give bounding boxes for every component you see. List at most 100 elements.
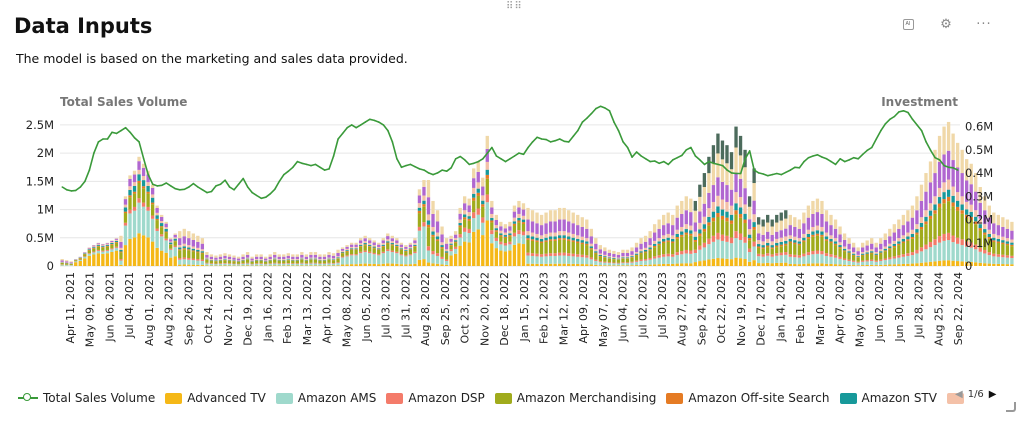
investment-bar-segment (874, 242, 878, 248)
investment-bar-segment (137, 202, 141, 234)
gear-icon: ⚙ (940, 16, 952, 32)
investment-bar-segment (313, 262, 318, 264)
investment-bar-segment (933, 261, 937, 266)
investment-bar-segment (173, 237, 177, 239)
legend-item[interactable]: Advanced TV (165, 391, 266, 405)
investment-bar-segment (666, 240, 670, 242)
investment-bar-segment (87, 253, 91, 254)
investment-bar-segment (422, 186, 426, 196)
investment-bar-segment (485, 174, 489, 179)
investment-bar-segment (811, 263, 815, 266)
investment-bar-segment (725, 221, 729, 236)
investment-bar-segment (503, 228, 508, 233)
legend-item[interactable]: Amazon STV (839, 391, 937, 405)
sales-point (730, 172, 733, 174)
investment-bar-segment (693, 262, 697, 266)
triangle-right-icon[interactable]: ▶ (988, 389, 997, 400)
investment-bar-segment (815, 253, 820, 264)
legend-item[interactable]: Total Sales Volume (18, 391, 155, 405)
investment-bar-segment (83, 252, 87, 253)
investment-bar-segment (707, 222, 711, 226)
investment-bar-segment (200, 238, 205, 244)
investment-bar-segment (761, 256, 765, 264)
investment-bar-segment (548, 221, 553, 233)
investment-bar-segment (435, 239, 440, 241)
investment-bar-segment (784, 236, 788, 241)
line-marker-icon (18, 392, 38, 404)
legend-item[interactable]: Amazon DSP (386, 391, 485, 405)
investment-bar-segment (404, 255, 408, 257)
investment-bar-segment (662, 242, 666, 255)
investment-bar-segment (829, 225, 833, 236)
investment-bar-segment (327, 265, 331, 266)
investment-bar-segment (336, 257, 340, 259)
sales-point (599, 105, 602, 108)
investment-bar-segment (381, 240, 385, 244)
drag-handle-icon[interactable]: ⠿⠿ (506, 1, 523, 12)
investment-bar-segment (978, 228, 982, 231)
investment-bar-segment (553, 221, 557, 233)
investment-bar-segment (146, 210, 150, 238)
investment-bar-segment (78, 259, 82, 261)
investment-bar-segment (295, 263, 299, 264)
investment-bar-segment (331, 260, 336, 264)
investment-bar-segment (946, 240, 951, 261)
investment-bar-segment (503, 232, 508, 236)
legend-item[interactable]: Amazon Off-site Search (666, 391, 830, 405)
investment-bar-segment (101, 244, 105, 246)
investment-bar-segment (711, 258, 716, 266)
legend-item[interactable] (946, 392, 969, 404)
investment-bar-segment (861, 260, 865, 262)
investment-bar-segment (562, 238, 566, 240)
investment-bar-segment (499, 250, 503, 266)
investment-bar-segment (874, 252, 878, 254)
sales-point (558, 138, 561, 140)
investment-bar-segment (951, 202, 955, 207)
right-tick-label: 0.6M (965, 120, 993, 134)
investment-bar-segment (562, 252, 566, 256)
investment-bar-segment (770, 256, 774, 264)
sales-point (608, 110, 611, 112)
investment-bar-segment (698, 184, 702, 197)
legend-item[interactable]: Amazon Merchandising (494, 391, 656, 405)
ai-button[interactable]: AI (898, 14, 918, 34)
investment-bar-segment (612, 262, 616, 264)
investment-bar-segment (576, 241, 580, 243)
investment-bar-segment (426, 220, 431, 225)
investment-bar-segment (833, 241, 838, 244)
settings-button[interactable]: ⚙ (936, 14, 956, 34)
more-options-button[interactable]: ··· (974, 14, 994, 34)
investment-bar-segment (729, 205, 734, 215)
sales-point (206, 191, 208, 194)
investment-bar-segment (472, 187, 476, 194)
investment-bar-segment (756, 244, 761, 247)
investment-bar-segment (784, 228, 788, 237)
investment-bar-segment (494, 231, 498, 238)
investment-bar-segment (576, 254, 580, 257)
investment-bar-segment (512, 244, 517, 266)
investment-bar-segment (969, 216, 973, 220)
investment-bar-segment (847, 259, 851, 261)
sales-point (61, 186, 64, 188)
investment-bar-segment (1001, 254, 1005, 258)
investment-bar-segment (788, 242, 792, 255)
investment-bar-segment (349, 249, 354, 250)
sales-point (138, 141, 140, 143)
investment-bar-segment (499, 241, 503, 245)
legend-item[interactable]: Amazon AMS (275, 391, 376, 405)
investment-bar-segment (372, 245, 376, 247)
investment-bar-segment (214, 257, 218, 260)
investment-bar-segment (517, 207, 521, 214)
investment-bar-segment (413, 243, 417, 245)
investment-bar-segment (770, 234, 774, 242)
sales-point (839, 158, 841, 160)
investment-bar-segment (933, 204, 937, 211)
investment-bar-segment (883, 248, 887, 251)
investment-bar-segment (209, 254, 214, 257)
investment-bar-segment (978, 262, 982, 266)
sales-point (491, 146, 493, 149)
investment-bar-segment (137, 183, 141, 199)
investment-bar-segment (671, 242, 675, 255)
triangle-left-icon[interactable]: ◀ (955, 389, 963, 400)
resize-handle-icon[interactable] (1006, 402, 1016, 412)
